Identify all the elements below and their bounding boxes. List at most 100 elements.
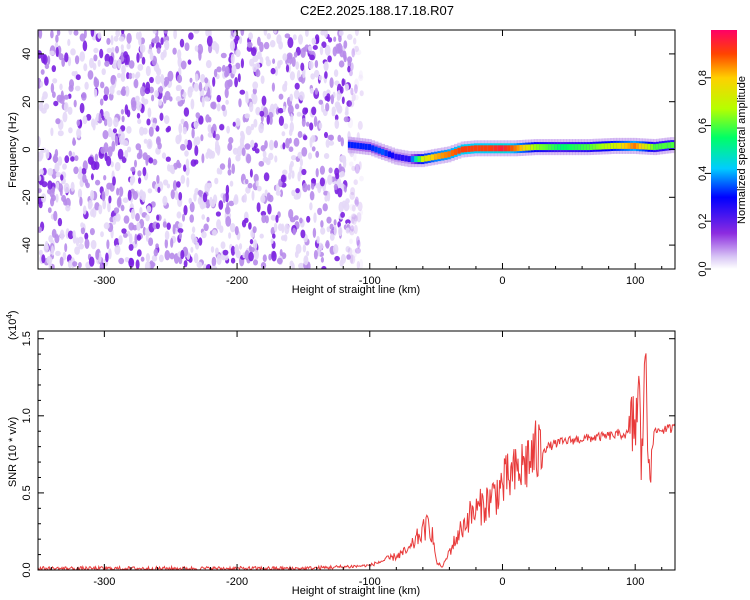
noise-speckle bbox=[353, 199, 359, 205]
noise-speckle bbox=[302, 182, 308, 193]
signal-core bbox=[580, 144, 585, 151]
noise-speckle bbox=[240, 132, 245, 142]
noise-speckle bbox=[237, 73, 241, 83]
noise-speckle bbox=[232, 121, 236, 127]
noise-speckle bbox=[214, 177, 219, 185]
noise-speckle bbox=[106, 47, 113, 54]
noise-speckle bbox=[313, 249, 318, 260]
noise-speckle bbox=[355, 49, 362, 56]
noise-speckle bbox=[90, 30, 95, 37]
noise-speckle bbox=[110, 35, 114, 46]
noise-speckle bbox=[255, 106, 261, 116]
signal-core bbox=[539, 144, 544, 151]
noise-speckle bbox=[219, 124, 225, 131]
noise-speckle bbox=[349, 238, 353, 245]
noise-speckle bbox=[197, 190, 204, 196]
noise-speckle bbox=[120, 109, 124, 115]
noise-speckle bbox=[354, 78, 359, 90]
noise-speckle bbox=[314, 60, 319, 68]
noise-speckle bbox=[180, 249, 185, 260]
noise-speckle bbox=[67, 230, 74, 240]
snr-y-multiplier: (x104) bbox=[5, 310, 19, 340]
signal-core bbox=[414, 156, 419, 163]
noise-speckle bbox=[209, 196, 213, 206]
noise-speckle bbox=[203, 223, 209, 232]
noise-speckle bbox=[172, 47, 177, 55]
noise-speckle bbox=[53, 100, 59, 107]
noise-speckle bbox=[297, 131, 303, 138]
noise-speckle bbox=[307, 184, 311, 191]
noise-speckle bbox=[298, 76, 304, 83]
noise-speckle bbox=[274, 155, 278, 163]
noise-speckle bbox=[79, 196, 83, 207]
noise-speckle bbox=[68, 84, 74, 92]
noise-speckle bbox=[67, 56, 72, 67]
noise-speckle bbox=[48, 235, 53, 243]
noise-speckle bbox=[148, 157, 154, 164]
noise-speckle bbox=[160, 74, 165, 84]
noise-speckle bbox=[70, 156, 75, 162]
noise-speckle bbox=[323, 30, 328, 38]
noise-speckle bbox=[194, 73, 199, 82]
noise-speckle bbox=[43, 243, 49, 253]
noise-speckle bbox=[216, 254, 222, 265]
noise-speckle bbox=[183, 107, 190, 117]
noise-speckle bbox=[298, 34, 303, 45]
noise-speckle bbox=[103, 86, 110, 97]
noise-speckle bbox=[348, 99, 355, 108]
noise-speckle bbox=[218, 200, 224, 210]
signal-core bbox=[621, 142, 626, 149]
noise-speckle bbox=[55, 193, 59, 203]
noise-speckle bbox=[152, 158, 158, 166]
signal-core bbox=[467, 145, 472, 152]
signal-core bbox=[616, 142, 621, 149]
noise-speckle bbox=[173, 30, 177, 40]
noise-speckle bbox=[198, 237, 203, 246]
noise-speckle bbox=[312, 227, 317, 238]
noise-speckle bbox=[357, 201, 363, 212]
noise-speckle bbox=[337, 42, 343, 54]
noise-speckle bbox=[139, 191, 143, 197]
noise-speckle bbox=[132, 191, 138, 200]
noise-speckle bbox=[162, 49, 167, 58]
noise-speckle bbox=[325, 102, 330, 112]
noise-speckle bbox=[108, 93, 114, 101]
noise-speckle bbox=[230, 257, 236, 264]
noise-speckle bbox=[290, 155, 297, 161]
noise-speckle bbox=[313, 116, 318, 127]
noise-speckle bbox=[315, 168, 319, 178]
noise-speckle bbox=[148, 86, 154, 94]
y-tick-label: -20 bbox=[21, 189, 33, 205]
noise-speckle bbox=[138, 148, 143, 159]
noise-speckle bbox=[231, 64, 237, 75]
noise-speckle bbox=[105, 252, 109, 263]
noise-speckle bbox=[155, 74, 161, 85]
noise-speckle bbox=[220, 52, 227, 59]
noise-speckle bbox=[159, 112, 164, 122]
noise-speckle bbox=[354, 84, 358, 94]
x-tick-label: 0 bbox=[499, 576, 505, 588]
noise-speckle bbox=[318, 242, 324, 251]
colorbar-tick-label: 0.4 bbox=[697, 166, 709, 181]
noise-speckle bbox=[230, 53, 235, 65]
noise-speckle bbox=[356, 261, 360, 269]
noise-speckle bbox=[309, 122, 314, 131]
noise-speckle bbox=[114, 161, 121, 172]
signal-core bbox=[542, 144, 547, 151]
noise-speckle bbox=[140, 86, 146, 97]
noise-speckle bbox=[39, 81, 44, 88]
noise-speckle bbox=[92, 121, 96, 131]
signal-core bbox=[364, 143, 369, 150]
noise-speckle bbox=[140, 37, 146, 45]
noise-speckle bbox=[292, 227, 297, 236]
noise-speckle bbox=[338, 201, 344, 213]
noise-speckle bbox=[55, 250, 61, 256]
noise-speckle bbox=[292, 34, 297, 41]
noise-speckle bbox=[342, 50, 347, 61]
signal-core bbox=[613, 142, 618, 149]
noise-speckle bbox=[299, 217, 303, 224]
noise-speckle bbox=[104, 53, 111, 63]
noise-speckle bbox=[294, 82, 300, 90]
noise-speckle bbox=[206, 216, 210, 223]
noise-speckle bbox=[130, 208, 136, 220]
